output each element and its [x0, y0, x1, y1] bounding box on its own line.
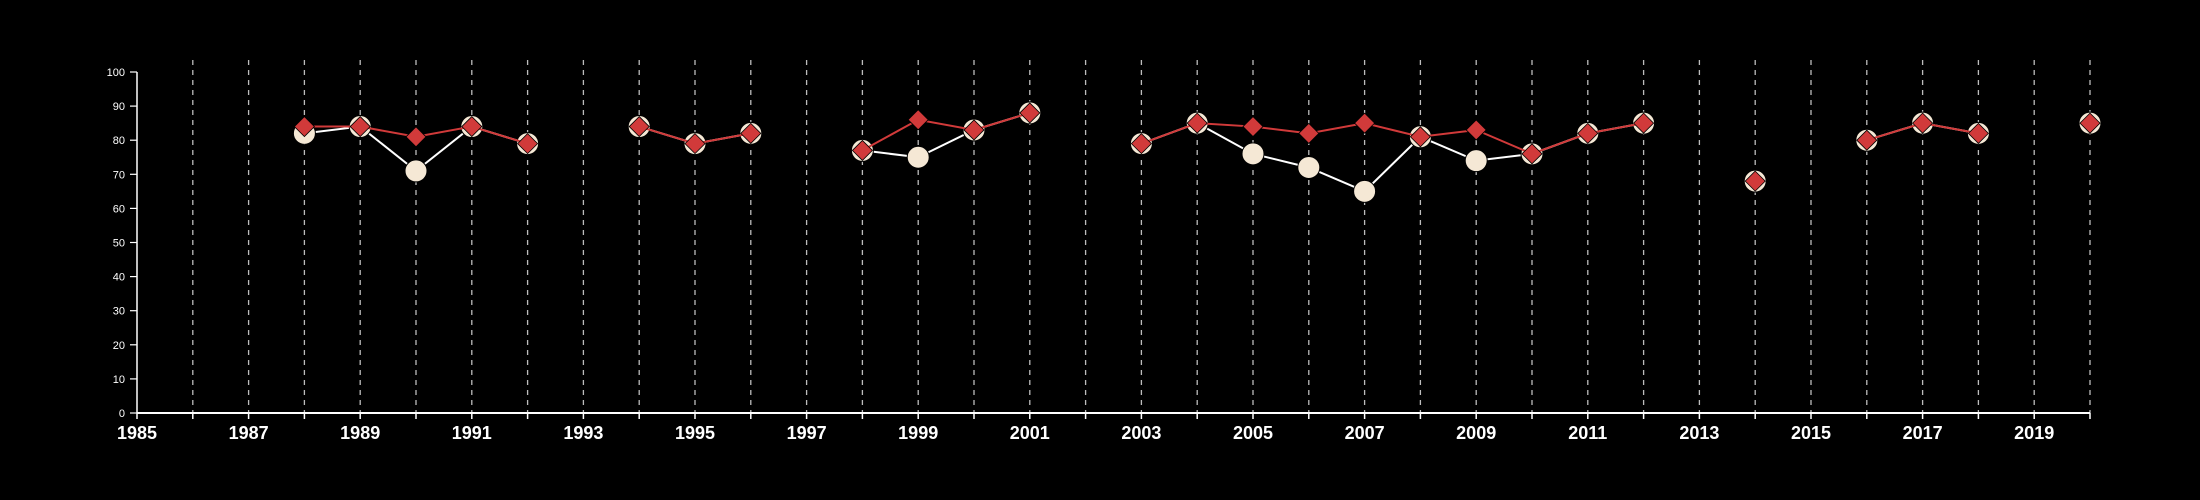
series-2-point-1995: [684, 133, 706, 155]
series-2-point-2001: [1019, 102, 1041, 124]
x-tick-label-1997: 1997: [787, 423, 827, 443]
x-tick-label-2011: 2011: [1568, 423, 1607, 443]
series-2-point-1999: [907, 109, 929, 131]
series-2-point-2005: [1242, 115, 1264, 138]
series-2: [293, 102, 2101, 192]
x-tick-label-1989: 1989: [340, 423, 380, 443]
series-2-line-3: [861, 111, 1031, 152]
series-2-point-2010: [1521, 143, 1543, 165]
series-2-point-1988: [293, 115, 315, 138]
series-2-point-2009: [1465, 119, 1487, 141]
x-tick-label-1991: 1991: [452, 423, 492, 443]
gridlines: [192, 60, 2091, 413]
series-2-point-2014: [1744, 170, 1766, 192]
y-tick-label-80: 80: [113, 135, 125, 147]
series-1-point-1990: [404, 159, 428, 183]
series-2-point-2000: [963, 119, 985, 141]
series-1-point-2007: [1353, 179, 1377, 203]
series-2-line-4: [1141, 122, 1644, 155]
y-tick-label-40: 40: [113, 272, 125, 284]
axes: [136, 72, 2090, 414]
x-tick-label-2005: 2005: [1233, 423, 1273, 443]
x-tick-label-2003: 2003: [1121, 423, 1161, 443]
x-axis-ticks: 1985 1987 1989 1991 1993 1995 1997 1999 2001 2003…: [117, 413, 2091, 443]
x-tick-label-2019: 2019: [2014, 423, 2054, 443]
series-2-point-2020: [2079, 112, 2101, 134]
x-tick-label-2013: 2013: [1679, 423, 1719, 443]
y-tick-label-20: 20: [113, 340, 125, 352]
y-tick-label-10: 10: [113, 374, 125, 386]
x-tick-label-1985: 1985: [117, 423, 157, 443]
series-2-point-2007: [1354, 112, 1376, 134]
series-2-point-1998: [851, 139, 873, 161]
series-2-point-2008: [1409, 126, 1431, 148]
x-tick-label-1987: 1987: [229, 423, 269, 443]
series-2-point-2018: [1967, 122, 1989, 144]
x-tick-label-2009: 2009: [1456, 423, 1496, 443]
y-tick-label-100: 100: [107, 67, 125, 79]
y-tick-label-60: 60: [113, 203, 125, 215]
series-1-point-2005: [1241, 142, 1265, 166]
series-2-point-2016: [1856, 129, 1878, 151]
y-tick-label-50: 50: [113, 238, 125, 250]
series-1-point-1999: [906, 145, 930, 169]
x-tick-label-1999: 1999: [898, 423, 938, 443]
x-tick-label-1993: 1993: [563, 423, 603, 443]
series-2-point-1992: [517, 133, 539, 155]
series-2-point-1994: [628, 115, 650, 138]
series-2-point-2006: [1298, 122, 1320, 144]
series-2-point-1991: [461, 115, 483, 138]
x-tick-label-2017: 2017: [1903, 423, 1943, 443]
series-2-point-1989: [349, 115, 371, 138]
y-axis-ticks: 0 10 20 30 40 50 60 70 80 90 100: [107, 67, 137, 420]
x-tick-label-2001: 2001: [1010, 423, 1050, 443]
series-2-point-2012: [1633, 112, 1655, 134]
series-1-line-4: [1141, 122, 1644, 193]
x-tick-label-2007: 2007: [1345, 423, 1385, 443]
y-tick-label-70: 70: [113, 169, 125, 181]
series-2-point-1996: [740, 122, 762, 144]
series-2-point-2011: [1577, 122, 1599, 144]
y-tick-label-0: 0: [119, 408, 125, 420]
series-2-point-2017: [1912, 112, 1934, 134]
y-tick-label-90: 90: [113, 101, 125, 113]
series-2-point-2004: [1186, 112, 1208, 134]
series-1-point-2009: [1464, 149, 1488, 173]
x-tick-label-1995: 1995: [675, 423, 715, 443]
series-layer: [292, 101, 2102, 203]
series-2-point-1990: [405, 126, 427, 148]
series-2-point-2003: [1130, 133, 1152, 155]
x-tick-label-2015: 2015: [1791, 423, 1831, 443]
series-1-point-2006: [1297, 155, 1321, 179]
y-tick-label-30: 30: [113, 306, 125, 318]
